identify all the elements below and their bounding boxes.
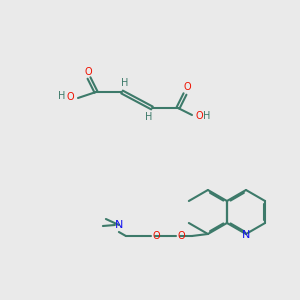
Text: O: O xyxy=(66,92,74,102)
Text: H: H xyxy=(203,111,211,121)
Text: N: N xyxy=(242,230,250,240)
Text: O: O xyxy=(84,67,92,77)
Text: O: O xyxy=(177,231,185,241)
Text: H: H xyxy=(145,112,153,122)
Text: O: O xyxy=(195,111,203,121)
Text: H: H xyxy=(58,91,66,101)
Text: O: O xyxy=(152,231,160,241)
Text: H: H xyxy=(121,78,129,88)
Text: O: O xyxy=(183,82,191,92)
Text: N: N xyxy=(115,220,123,230)
